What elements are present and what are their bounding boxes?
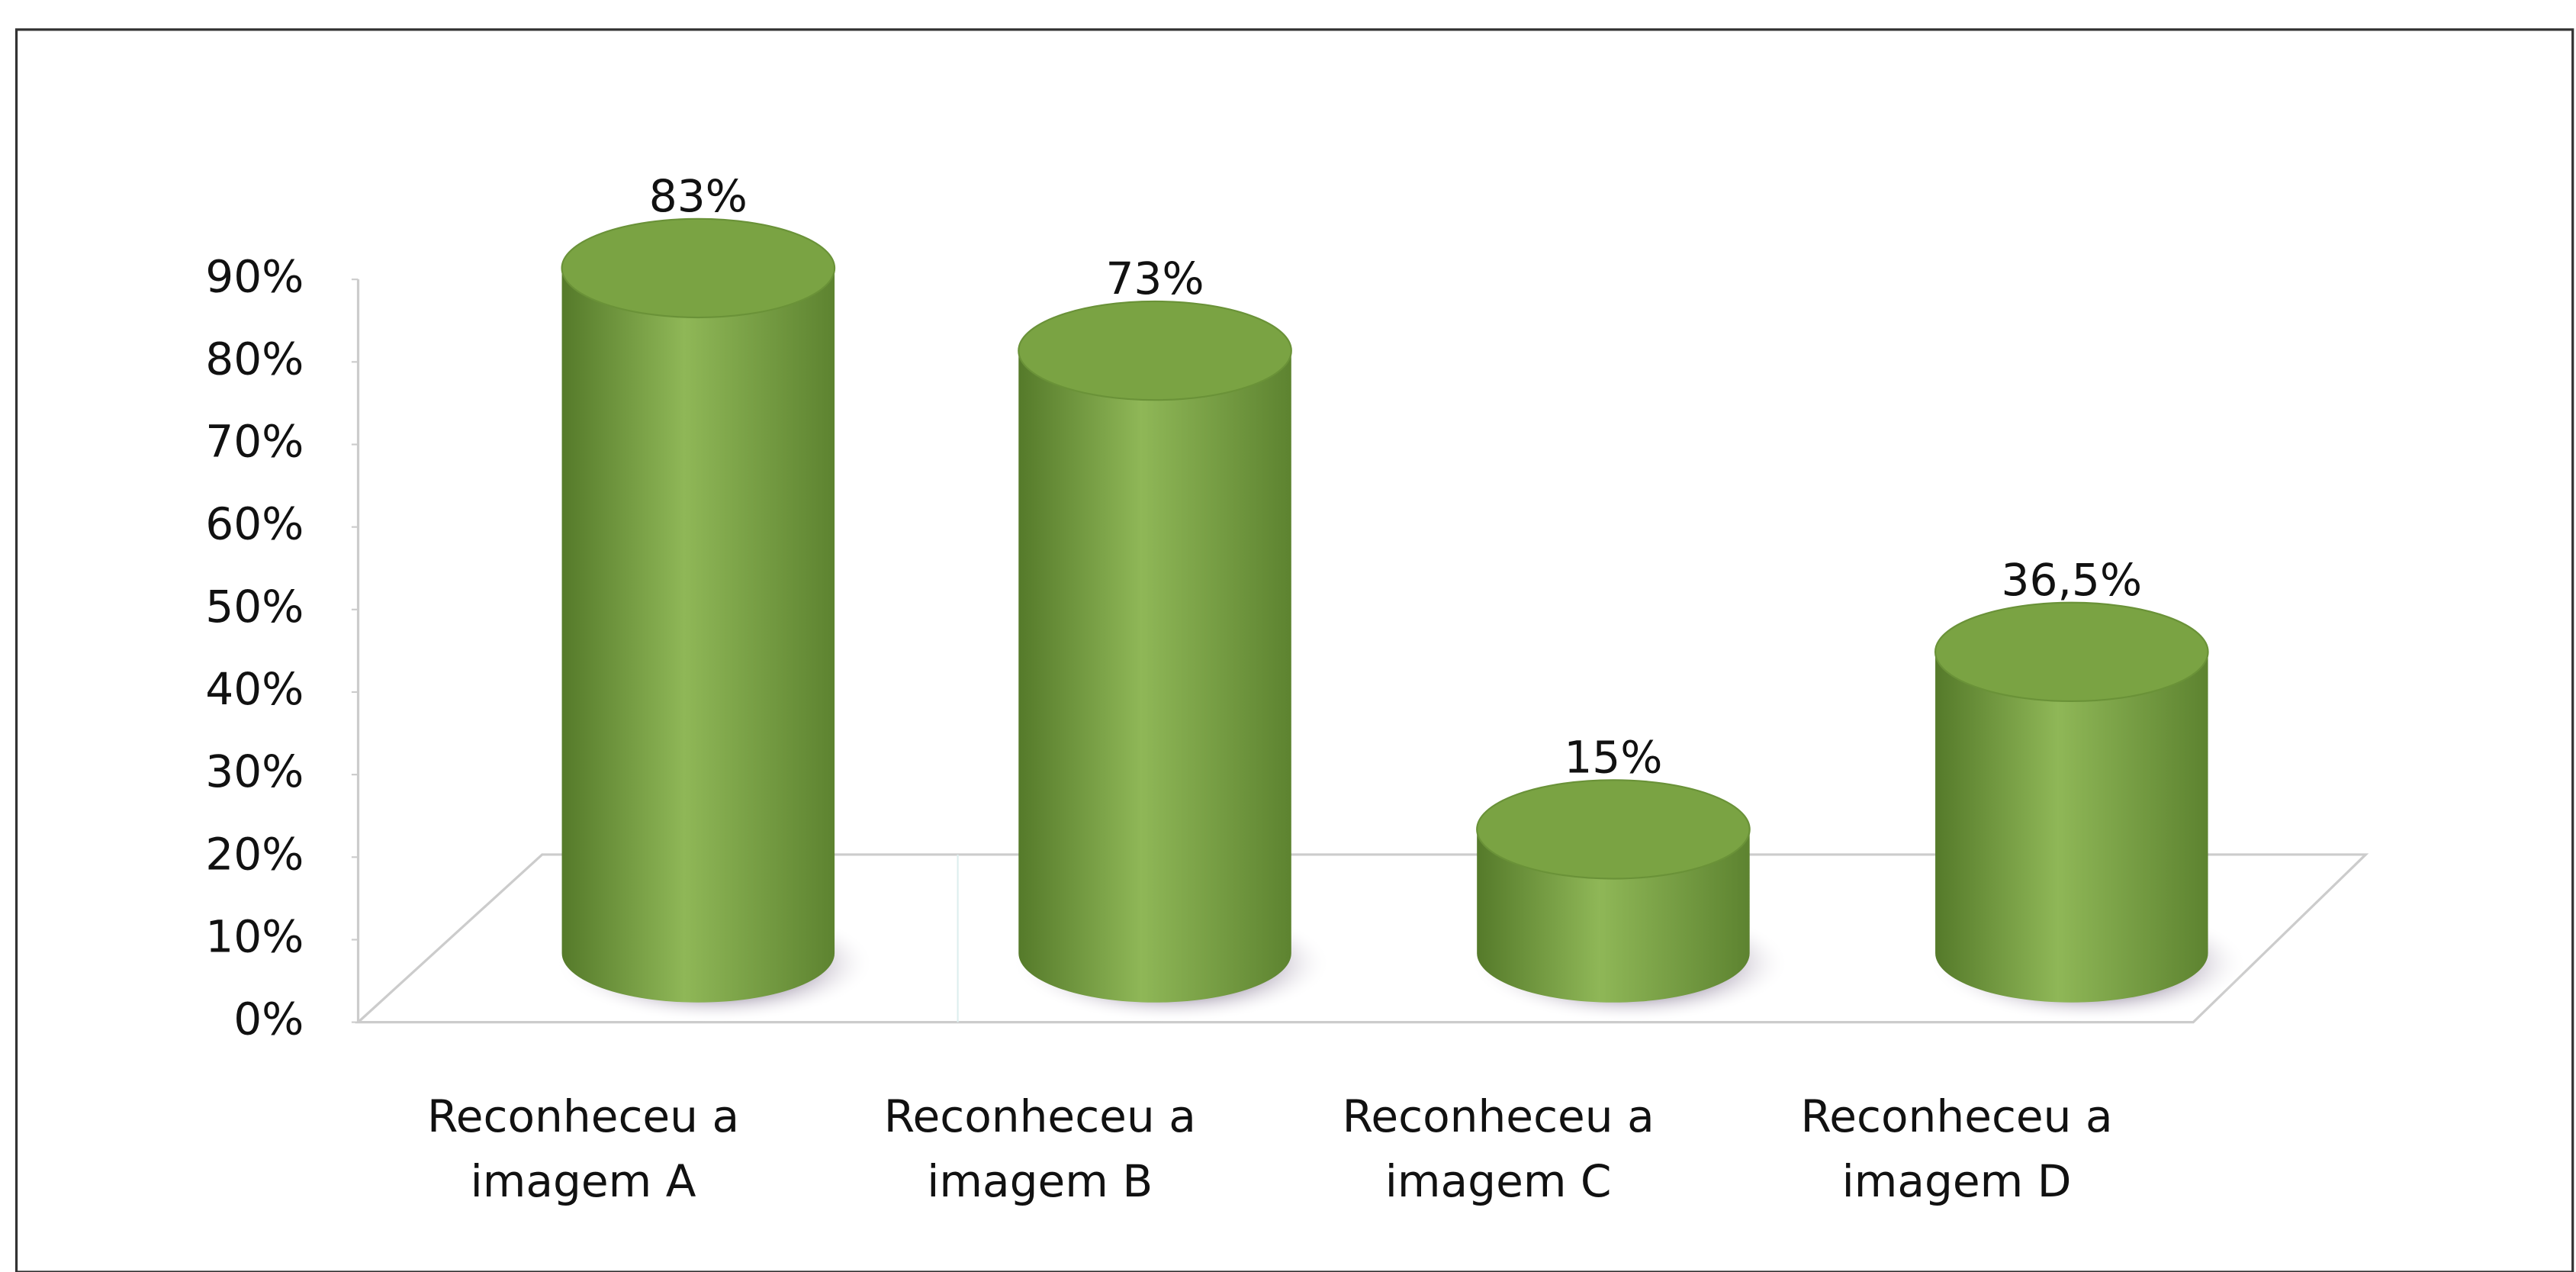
x-tick-label: Reconheceu a imagem A (426, 1090, 740, 1207)
x-tick-label: Reconheceu a imagem B (883, 1090, 1196, 1207)
bar (561, 268, 835, 1003)
y-tick-label: 20% (205, 828, 304, 880)
bar (1935, 652, 2208, 1003)
x-tick-label: Reconheceu a imagem C (1342, 1090, 1655, 1207)
y-tick-label: 10% (205, 911, 304, 963)
value-label: 73% (1105, 253, 1204, 304)
value-label: 83% (649, 170, 748, 222)
y-tick-label: 0% (233, 993, 304, 1045)
y-tick-label: 30% (205, 745, 304, 797)
y-tick-label: 50% (205, 581, 304, 633)
y-tick-label: 90% (205, 250, 304, 302)
bar-top (1018, 300, 1292, 401)
x-tick-label: Reconheceu a imagem D (1800, 1090, 2113, 1207)
bar-top (1476, 779, 1751, 880)
y-tick-label: 40% (205, 663, 304, 715)
y-tick-label: 80% (205, 333, 304, 385)
bar-top (1934, 601, 2209, 703)
y-tick-label: 60% (205, 498, 304, 550)
y-tick-label: 70% (205, 416, 304, 468)
value-label: 36,5% (2001, 554, 2142, 606)
value-label: 15% (1564, 732, 1662, 784)
bar (1018, 350, 1291, 1003)
bar-top (561, 217, 836, 319)
floor (355, 853, 2369, 1024)
